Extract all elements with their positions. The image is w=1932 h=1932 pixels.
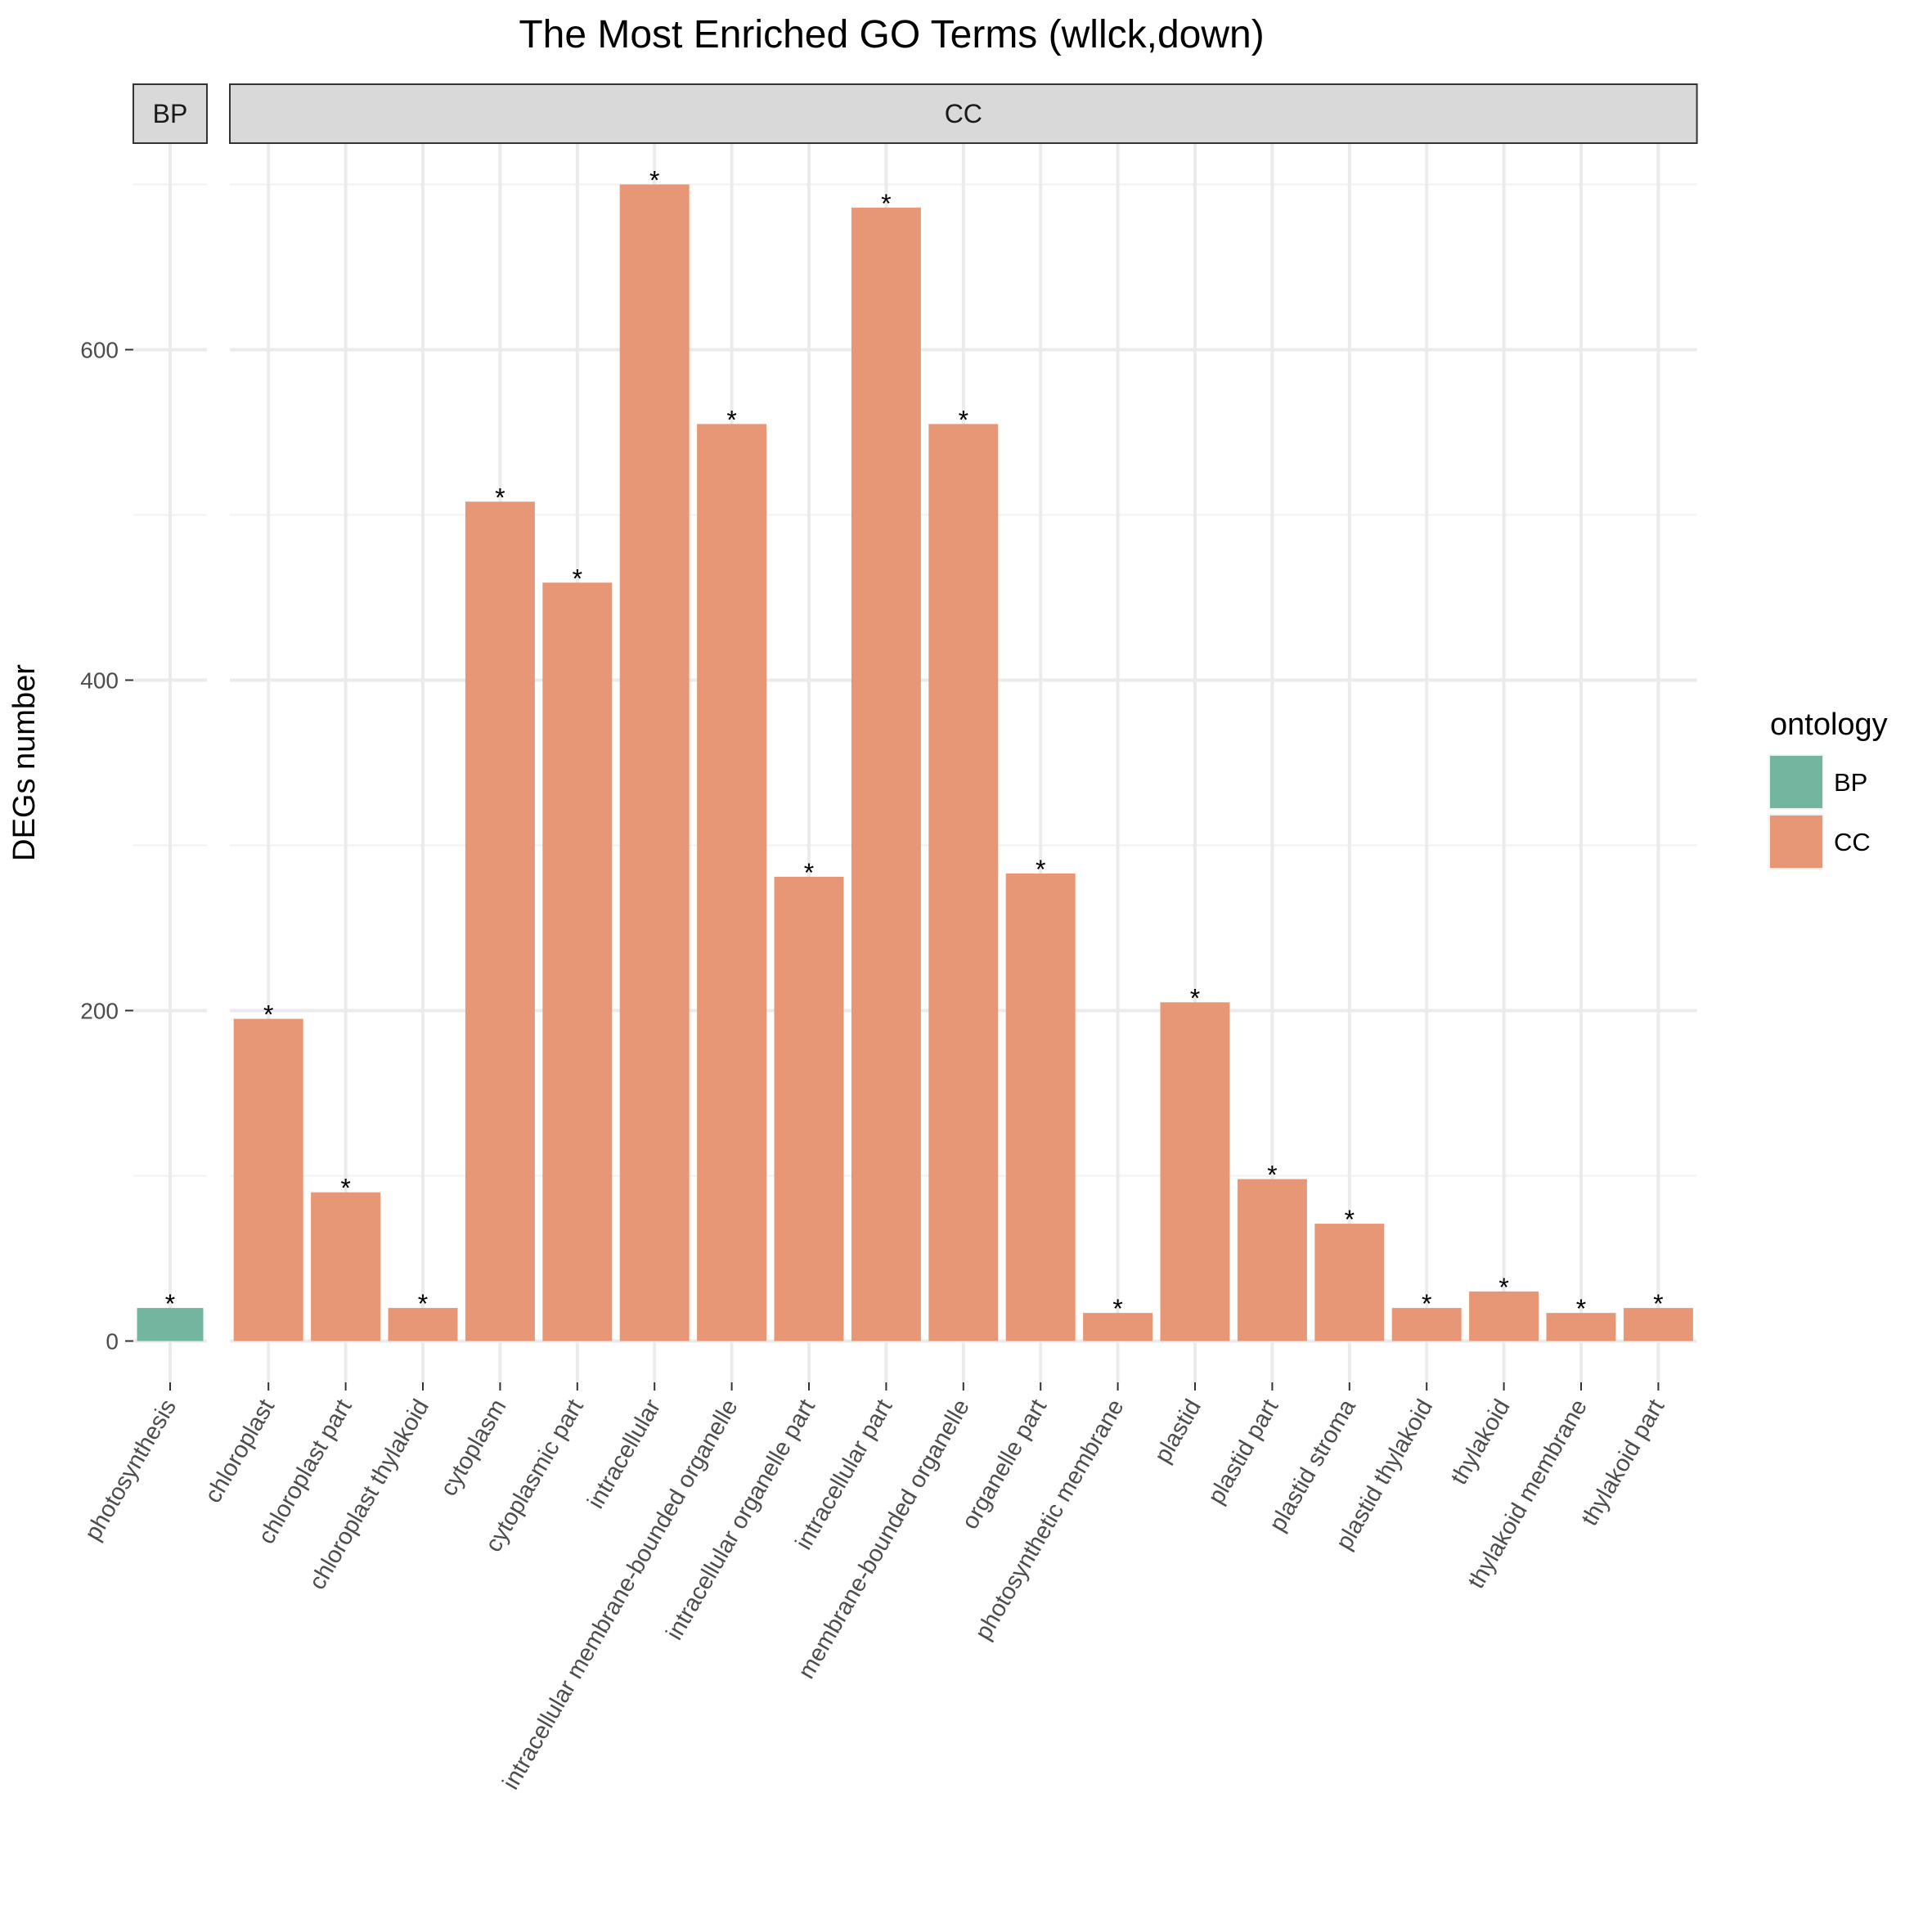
x-tick-label: thylakoid	[1446, 1395, 1516, 1489]
x-tick-label: intracellular	[582, 1395, 666, 1513]
significance-label: *	[881, 189, 891, 218]
significance-label: *	[418, 1289, 428, 1319]
facet-strip-label: BP	[153, 99, 188, 128]
bar	[137, 1308, 204, 1341]
bar	[542, 582, 613, 1341]
significance-label: *	[340, 1174, 350, 1203]
bar	[233, 1018, 303, 1341]
bar	[1083, 1313, 1153, 1341]
x-tick-label: cytoplasm	[435, 1395, 511, 1501]
legend-key	[1770, 815, 1822, 868]
bar	[697, 424, 767, 1341]
significance-label: *	[1112, 1294, 1122, 1323]
legend: ontology BP CC	[1768, 708, 1888, 869]
legend-title: ontology	[1770, 708, 1888, 742]
y-tick-label: 400	[80, 668, 119, 694]
y-axis-title: DEGs number	[7, 664, 42, 861]
significance-label: *	[959, 405, 968, 434]
significance-label: *	[1653, 1289, 1663, 1319]
bar	[311, 1192, 381, 1341]
x-tick-label: thylakoid part	[1576, 1395, 1669, 1530]
bar	[1160, 1002, 1230, 1341]
significance-label: *	[1345, 1205, 1355, 1234]
significance-label: *	[1267, 1161, 1277, 1190]
significance-label: *	[804, 858, 814, 887]
significance-label: *	[1498, 1273, 1508, 1302]
x-tick-label: intracellular organelle part	[662, 1395, 821, 1645]
bar	[388, 1308, 458, 1341]
significance-label: *	[1036, 855, 1045, 884]
bar	[1314, 1224, 1385, 1341]
x-tick-label: photosynthesis	[80, 1395, 182, 1546]
significance-label: *	[573, 564, 582, 593]
bar	[1623, 1308, 1693, 1341]
facet-strip-label: CC	[945, 99, 982, 128]
y-tick-label: 0	[106, 1329, 119, 1355]
bar	[928, 424, 999, 1341]
y-axis: 0 200 400 600	[80, 338, 133, 1355]
facet-panel-cc: CC*chloroplast*chloroplast part*chloropl…	[200, 83, 1698, 1794]
bar	[619, 184, 690, 1341]
legend-entry-bp: BP	[1768, 754, 1867, 810]
legend-entry-cc: CC	[1768, 814, 1871, 869]
y-tick-label: 600	[80, 338, 119, 363]
facet-strip	[133, 83, 208, 144]
x-tick-label: chloroplast	[200, 1395, 280, 1507]
bar	[774, 876, 844, 1341]
significance-label: *	[165, 1289, 175, 1319]
facet-panels: BP*photosynthesisCC*chloroplast*chloropl…	[80, 83, 1698, 1794]
legend-label: BP	[1834, 768, 1867, 797]
bar	[851, 207, 921, 1341]
significance-label: *	[495, 483, 505, 512]
significance-label: *	[1576, 1294, 1586, 1323]
legend-key	[1770, 756, 1822, 808]
bar	[1391, 1308, 1462, 1341]
bar	[1005, 873, 1076, 1341]
x-tick-label: plastid part	[1203, 1395, 1284, 1509]
x-tick-label: plastid	[1149, 1395, 1206, 1468]
significance-label: *	[1422, 1289, 1431, 1319]
bar	[1237, 1179, 1307, 1341]
significance-label: *	[649, 166, 659, 195]
facet-strip	[229, 83, 1698, 144]
bar	[1469, 1291, 1539, 1341]
chart-title: The Most Enriched GO Terms (wllck,down)	[519, 13, 1264, 56]
facet-panel-bp: BP * photosynthesis	[80, 83, 208, 1546]
significance-label: *	[1190, 983, 1200, 1013]
significance-label: *	[726, 405, 736, 434]
bar	[465, 501, 535, 1341]
x-tick-label: photosynthetic membrane	[970, 1395, 1130, 1645]
bar	[1546, 1313, 1616, 1341]
significance-label: *	[263, 1000, 273, 1030]
legend-label: CC	[1834, 828, 1871, 856]
y-tick-label: 200	[80, 999, 119, 1024]
